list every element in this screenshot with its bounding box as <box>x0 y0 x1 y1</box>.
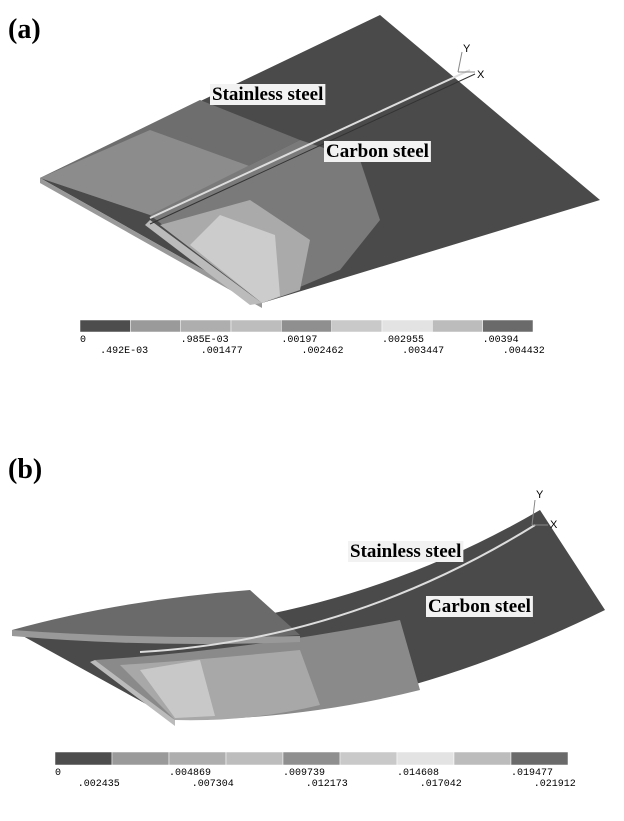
colorbar-segment <box>112 752 169 765</box>
axis-label: Y <box>463 43 471 55</box>
legend-label: 0 <box>55 768 61 779</box>
legend-label: .00197 <box>281 335 317 346</box>
legend-label: .002955 <box>382 335 424 346</box>
plate-b <box>12 510 605 726</box>
material-label: Carbon steel <box>428 596 531 617</box>
legend-label: .003447 <box>402 346 444 357</box>
colorbar-segment <box>169 752 226 765</box>
axis-triad-b: Y X <box>532 489 558 531</box>
colorbar-segment <box>340 752 397 765</box>
colorbar-segment <box>283 752 340 765</box>
axis-label: Y <box>536 489 544 501</box>
colorbar-segment <box>55 752 112 765</box>
colorbar-segment <box>454 752 511 765</box>
legend-label: .492E-03 <box>100 346 148 357</box>
colorbar-segment <box>511 752 568 765</box>
panel-label: (a) <box>8 14 41 45</box>
colorbar-segment <box>130 320 180 332</box>
colorbar-segment <box>226 752 283 765</box>
legend-label: 0 <box>80 335 86 346</box>
legend-label: .002435 <box>78 779 120 790</box>
legend-label: .021912 <box>534 779 576 790</box>
legend-label: .019477 <box>511 768 553 779</box>
colorbar-segment <box>332 320 382 332</box>
panel-label: (b) <box>8 454 42 485</box>
legend-label: .012173 <box>306 779 348 790</box>
colorbar-segment <box>181 320 231 332</box>
legend-label: .014608 <box>397 768 439 779</box>
colorbar-segment <box>397 752 454 765</box>
legend-label: .004432 <box>503 346 545 357</box>
legend-label: .004869 <box>169 768 211 779</box>
axis-label: X <box>477 69 485 81</box>
colorbar-segment <box>382 320 432 332</box>
figure: Y X Y X (a) Stainless steel Carbon steel 0.… <box>0 0 624 821</box>
legend-label: .009739 <box>283 768 325 779</box>
material-label: Stainless steel <box>212 84 323 105</box>
colorbar-segment <box>281 320 331 332</box>
material-label: Stainless steel <box>350 541 461 562</box>
material-label: Carbon steel <box>326 141 429 162</box>
legend-label: .985E-03 <box>181 335 229 346</box>
colorbar-segment <box>432 320 482 332</box>
legend-label: .007304 <box>192 779 234 790</box>
colorbar-segment <box>483 320 533 332</box>
axis-label: X <box>550 519 558 531</box>
legend-label: .017042 <box>420 779 462 790</box>
colorbar-segment <box>231 320 281 332</box>
legend-label: .002462 <box>301 346 343 357</box>
colorbar-segment <box>80 320 130 332</box>
legend-label: .001477 <box>201 346 243 357</box>
plate-a <box>40 15 600 308</box>
legend-label: .00394 <box>483 335 519 346</box>
